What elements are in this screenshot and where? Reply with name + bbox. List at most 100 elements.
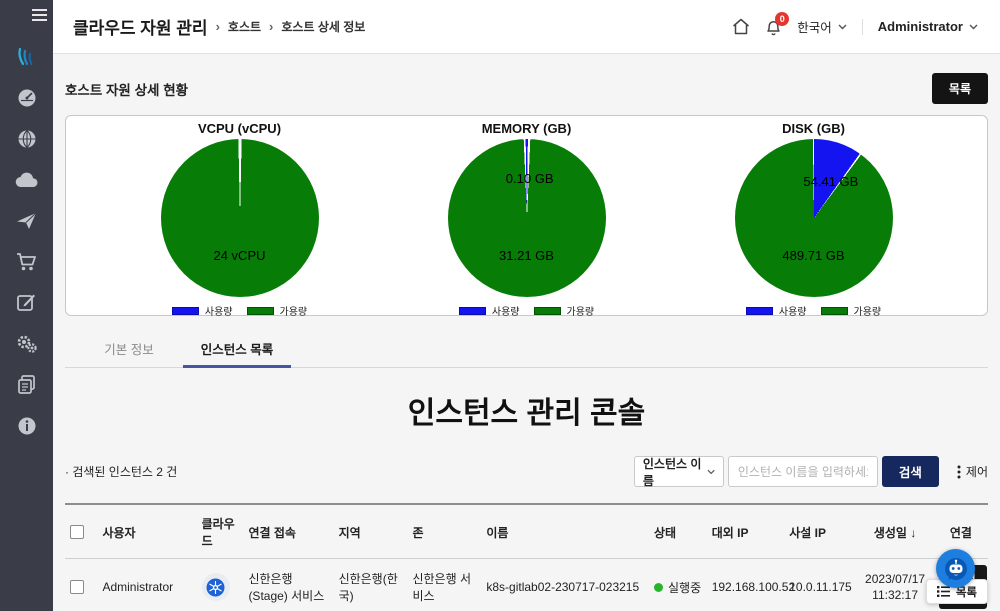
row-checkbox[interactable] bbox=[70, 580, 84, 595]
legend-available-swatch bbox=[820, 306, 848, 315]
pie-label-used: 54.41 GB bbox=[803, 173, 859, 189]
col-external-ip: 대외 IP bbox=[706, 504, 785, 559]
home-icon bbox=[733, 18, 750, 35]
legend-available-label: 가용량 bbox=[279, 307, 308, 318]
chevron-down-icon bbox=[969, 24, 978, 29]
legend-available-swatch bbox=[246, 306, 274, 315]
sort-descending-icon: ↓ bbox=[910, 525, 917, 540]
user-name: Administrator bbox=[877, 19, 963, 34]
list-button[interactable]: 목록 bbox=[931, 73, 988, 104]
legend-available-swatch bbox=[533, 306, 561, 315]
sidebar-item-documents-icon[interactable] bbox=[0, 364, 53, 405]
table-header-row: 사용자 클라우드 연결 접속 지역 존 이름 상태 대외 IP 사설 IP 생성… bbox=[65, 504, 988, 559]
col-user: 사용자 bbox=[97, 504, 197, 559]
legend-available-label: 가용량 bbox=[853, 307, 882, 318]
page-title: 클라우드 자원 관리 bbox=[73, 19, 208, 38]
cell-external-ip: 192.168.100.52 bbox=[706, 558, 795, 611]
breadcrumb-separator: › bbox=[215, 19, 220, 34]
sidebar-item-cart-icon[interactable] bbox=[0, 241, 53, 282]
chart-legend: 사용량 가용량 bbox=[407, 303, 647, 318]
status-badge: 실행중 bbox=[654, 579, 702, 596]
sidebar bbox=[0, 0, 53, 611]
search-filter-value: 인스턴스 이름 bbox=[642, 456, 702, 488]
language-selector[interactable]: 한국어 bbox=[797, 17, 847, 36]
main-content: 호스트 자원 상세 현황 목록 VCPU (vCPU) 24 vCPU 사용량 … bbox=[53, 54, 1000, 611]
chatbot-button[interactable] bbox=[936, 549, 975, 588]
sidebar-item-dashboard-icon[interactable] bbox=[0, 77, 53, 118]
tab-instance-list[interactable]: 인스턴스 목록 bbox=[183, 331, 291, 368]
breadcrumb-separator: › bbox=[269, 19, 274, 34]
chart-legend: 사용량 가용량 bbox=[694, 303, 934, 318]
user-menu[interactable]: Administrator bbox=[878, 19, 978, 34]
console-title: 인스턴스 관리 콘솔 bbox=[407, 397, 646, 430]
divider bbox=[861, 18, 863, 35]
legend-used-label: 사용량 bbox=[778, 307, 807, 318]
cell-connection: 신한은행(Stage) 서비스 bbox=[243, 558, 334, 611]
list-icon bbox=[936, 586, 950, 597]
cell-region: 신한은행(한국) bbox=[333, 558, 408, 611]
brand-logo-icon[interactable] bbox=[0, 36, 53, 77]
legend-used-label: 사용량 bbox=[204, 307, 233, 318]
col-region: 지역 bbox=[333, 504, 408, 559]
select-all-checkbox[interactable] bbox=[70, 525, 84, 540]
col-private-ip: 사설 IP bbox=[784, 504, 857, 559]
chart-title: VCPU (vCPU) bbox=[197, 121, 282, 136]
control-button-label: 제어 bbox=[965, 465, 988, 479]
table-row: Administrator 신한은행(Stage) 서비스 신한은행(한국) 신… bbox=[65, 558, 988, 611]
chart-title: DISK (GB) bbox=[782, 121, 845, 136]
breadcrumb-host-detail[interactable]: 호스트 상세 정보 bbox=[281, 20, 366, 34]
instance-table: 사용자 클라우드 연결 접속 지역 존 이름 상태 대외 IP 사설 IP 생성… bbox=[65, 503, 988, 611]
cell-user: Administrator bbox=[97, 558, 197, 611]
col-connection: 연결 접속 bbox=[243, 504, 334, 559]
control-button[interactable]: 제어 bbox=[957, 463, 988, 480]
pie-label-used: 0.10 GB bbox=[505, 170, 554, 186]
home-button[interactable] bbox=[732, 18, 750, 35]
cell-name: k8s-gitlab02-230717-023215 bbox=[481, 558, 650, 611]
top-bar: 클라우드 자원 관리 › 호스트 › 호스트 상세 정보 0 한국어 Admin… bbox=[53, 0, 1000, 54]
menu-toggle-button[interactable] bbox=[32, 6, 47, 24]
breadcrumb-host[interactable]: 호스트 bbox=[227, 20, 262, 34]
vcpu-pie: 24 vCPU bbox=[160, 139, 319, 297]
pie-label-available: 489.71 GB bbox=[782, 248, 845, 264]
pie-label-available: 24 vCPU bbox=[213, 248, 266, 264]
legend-available-label: 가용량 bbox=[566, 307, 595, 318]
language-label: 한국어 bbox=[797, 21, 832, 35]
col-created[interactable]: 생성일 ↓ bbox=[856, 504, 934, 559]
search-filter-select[interactable]: 인스턴스 이름 bbox=[633, 456, 724, 488]
notification-badge: 0 bbox=[775, 11, 790, 26]
chart-legend: 사용량 가용량 bbox=[120, 303, 360, 318]
sidebar-item-compose-icon[interactable] bbox=[0, 282, 53, 323]
tab-basic-info[interactable]: 기본 정보 bbox=[104, 343, 154, 357]
cell-created: 2023/07/17 11:32:17 bbox=[856, 558, 934, 611]
sidebar-item-globe-icon[interactable] bbox=[0, 118, 53, 159]
col-zone: 존 bbox=[407, 504, 482, 559]
bell-icon bbox=[767, 20, 780, 35]
col-cloud: 클라우드 bbox=[196, 504, 244, 559]
legend-used-swatch bbox=[458, 306, 486, 315]
more-vertical-icon bbox=[957, 465, 961, 478]
legend-used-label: 사용량 bbox=[491, 307, 520, 318]
legend-used-swatch bbox=[745, 306, 773, 315]
sidebar-item-send-icon[interactable] bbox=[0, 200, 53, 241]
host-resource-chart-panel: VCPU (vCPU) 24 vCPU 사용량 가용량 MEMORY (GB) … bbox=[65, 115, 988, 318]
chart-title: MEMORY (GB) bbox=[481, 121, 572, 136]
pie-label-available: 31.21 GB bbox=[499, 248, 554, 264]
sidebar-item-cloud-icon[interactable] bbox=[0, 159, 53, 200]
sidebar-item-info-icon[interactable] bbox=[0, 405, 53, 446]
vcpu-chart: VCPU (vCPU) 24 vCPU 사용량 가용량 bbox=[120, 121, 360, 318]
search-button[interactable]: 검색 bbox=[881, 456, 939, 487]
chevron-down-icon bbox=[707, 469, 715, 474]
kubernetes-cloud-icon[interactable] bbox=[201, 573, 230, 601]
legend-used-swatch bbox=[171, 306, 199, 315]
sidebar-item-settings-icon[interactable] bbox=[0, 323, 53, 364]
section-title: 호스트 자원 상세 현황 bbox=[65, 82, 189, 98]
memory-chart: MEMORY (GB) 0.10 GB 31.21 GB 사용량 가용량 bbox=[407, 121, 647, 318]
disk-pie: 54.41 GB 489.71 GB bbox=[734, 139, 893, 297]
cell-zone: 신한은행 서비스 bbox=[407, 558, 482, 611]
chevron-down-icon bbox=[838, 24, 847, 29]
status-running-dot bbox=[654, 582, 664, 592]
cell-private-ip: 10.0.11.175 bbox=[784, 558, 857, 611]
notifications-button[interactable]: 0 bbox=[765, 11, 790, 36]
disk-chart: DISK (GB) 54.41 GB 489.71 GB 사용량 가용량 bbox=[694, 121, 934, 318]
search-input[interactable] bbox=[727, 456, 878, 487]
